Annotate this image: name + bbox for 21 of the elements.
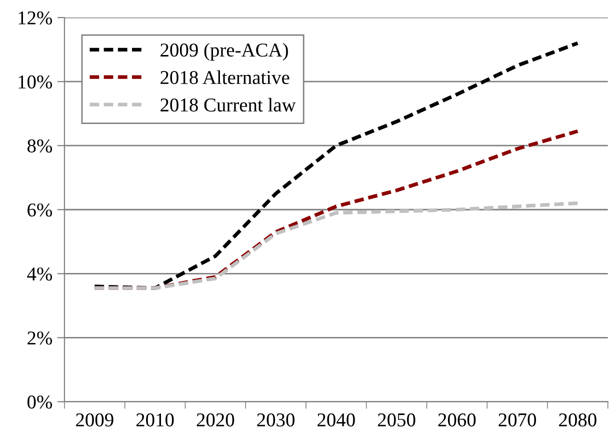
line-series (92, 201, 580, 290)
line-series (92, 41, 580, 290)
x-tick-label: 2080 (559, 413, 596, 426)
y-tick-label: 10% (18, 75, 52, 89)
y-tick-label: 12% (18, 11, 52, 25)
x-tick-label: 2010 (136, 413, 174, 426)
y-tick-label: 2% (28, 331, 52, 345)
y-tick-label: 4% (27, 267, 52, 281)
legend-label: 2009 (pre-ACA) (160, 42, 288, 61)
y-tick-label: 8% (27, 139, 52, 153)
x-tick-label: 2020 (196, 413, 234, 426)
y-tick-label: 6% (28, 203, 52, 217)
x-tick-label: 2040 (318, 413, 355, 426)
x-tick-label: 2070 (498, 413, 536, 426)
x-tick-label: 2060 (438, 413, 476, 426)
x-tick-label: 2030 (257, 413, 294, 426)
x-tick-label: 2050 (378, 413, 416, 426)
x-tick-label: 2009 (76, 413, 114, 426)
legend-label: 2018 Current law (160, 98, 296, 112)
y-tick-label: 0% (27, 396, 52, 409)
legend-label: 2018 Alternative (160, 70, 290, 84)
